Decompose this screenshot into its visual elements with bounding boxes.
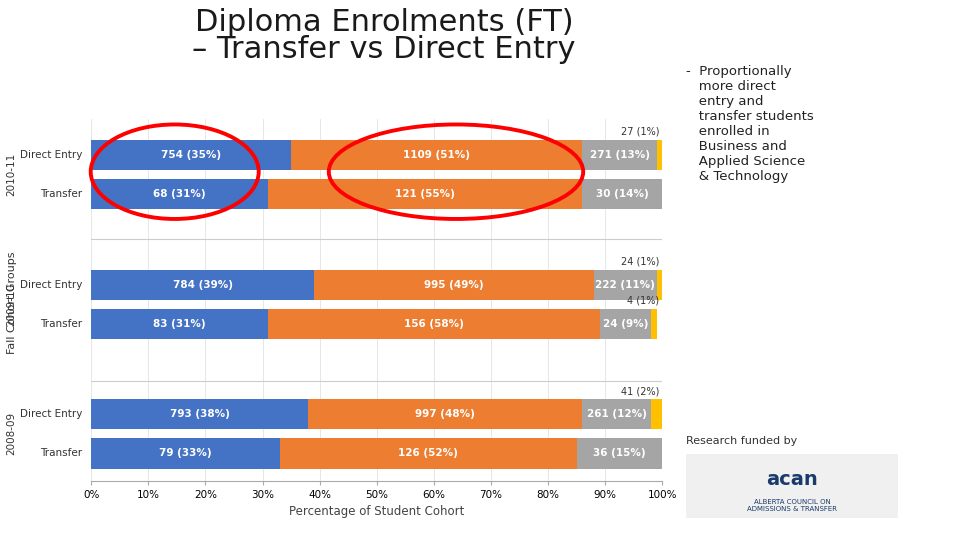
Text: 784 (39%): 784 (39%) (173, 280, 232, 289)
Bar (91, 309, 268, 339)
Text: Transfer: Transfer (40, 319, 83, 329)
Text: ALBERTA COUNCIL ON
ADMISSIONS & TRANSFER: ALBERTA COUNCIL ON ADMISSIONS & TRANSFER (747, 499, 837, 512)
Bar (577, 438, 662, 469)
Bar (583, 399, 651, 429)
Bar (594, 269, 657, 300)
Text: 83 (31%): 83 (31%) (154, 319, 206, 329)
Text: Direct Entry: Direct Entry (20, 150, 83, 160)
Bar (279, 438, 577, 469)
Text: 793 (38%): 793 (38%) (170, 409, 229, 419)
Text: 1109 (51%): 1109 (51%) (403, 150, 470, 160)
Bar (583, 179, 662, 209)
Text: – Transfer vs Direct Entry: – Transfer vs Direct Entry (192, 35, 576, 64)
Text: 126 (52%): 126 (52%) (398, 448, 458, 458)
Text: 222 (11%): 222 (11%) (595, 280, 656, 289)
Text: 2008-09: 2008-09 (6, 413, 16, 455)
Bar (91, 438, 279, 469)
Bar (268, 309, 600, 339)
Text: 79 (33%): 79 (33%) (159, 448, 212, 458)
Text: Transfer: Transfer (40, 189, 83, 199)
Bar (600, 309, 651, 339)
Text: 2009-10: 2009-10 (6, 282, 16, 326)
Text: 24 (9%): 24 (9%) (603, 319, 648, 329)
Bar (651, 309, 657, 339)
Bar (91, 399, 308, 429)
Bar (308, 399, 583, 429)
Bar (268, 179, 583, 209)
Text: 27 (1%): 27 (1%) (621, 127, 660, 137)
Text: -  Proportionally
   more direct
   entry and
   transfer students
   enrolled i: - Proportionally more direct entry and t… (686, 65, 814, 183)
Bar (651, 399, 662, 429)
X-axis label: Percentage of Student Cohort: Percentage of Student Cohort (289, 505, 465, 518)
Text: 41 (2%): 41 (2%) (621, 386, 660, 396)
Bar (91, 179, 268, 209)
Text: Transfer: Transfer (40, 448, 83, 458)
Bar (314, 269, 594, 300)
Text: 4 (1%): 4 (1%) (628, 296, 660, 306)
Text: 156 (58%): 156 (58%) (404, 319, 464, 329)
Text: Fall Cohort Groups: Fall Cohort Groups (7, 251, 16, 354)
Text: Diploma Enrolments (FT): Diploma Enrolments (FT) (195, 8, 573, 37)
Text: Research funded by: Research funded by (686, 435, 798, 445)
Text: acan: acan (766, 470, 818, 489)
Text: 121 (55%): 121 (55%) (396, 189, 455, 199)
Text: 271 (13%): 271 (13%) (589, 150, 650, 160)
Text: Direct Entry: Direct Entry (20, 409, 83, 419)
Bar (657, 140, 662, 170)
Bar (91, 269, 314, 300)
Text: 68 (31%): 68 (31%) (154, 189, 206, 199)
Bar (657, 269, 662, 300)
Bar (91, 140, 291, 170)
Text: 261 (12%): 261 (12%) (587, 409, 647, 419)
Text: Direct Entry: Direct Entry (20, 280, 83, 289)
Text: 2010-11: 2010-11 (6, 153, 16, 196)
Text: 997 (48%): 997 (48%) (416, 409, 475, 419)
Text: 36 (15%): 36 (15%) (593, 448, 646, 458)
Text: 754 (35%): 754 (35%) (161, 150, 221, 160)
Text: 30 (14%): 30 (14%) (596, 189, 649, 199)
Text: 995 (49%): 995 (49%) (424, 280, 484, 289)
Bar (291, 140, 583, 170)
Text: 24 (1%): 24 (1%) (621, 256, 660, 267)
Bar (583, 140, 657, 170)
